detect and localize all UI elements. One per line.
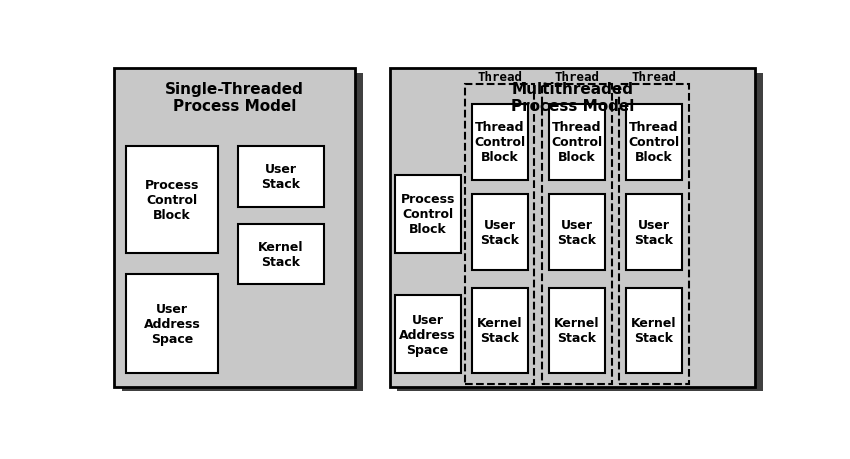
FancyBboxPatch shape bbox=[549, 105, 605, 180]
FancyBboxPatch shape bbox=[238, 225, 324, 285]
Text: User
Stack: User Stack bbox=[480, 218, 519, 246]
Text: Kernel
Stack: Kernel Stack bbox=[258, 241, 303, 269]
Text: Kernel
Stack: Kernel Stack bbox=[554, 317, 600, 345]
FancyBboxPatch shape bbox=[394, 296, 461, 373]
Text: Kernel
Stack: Kernel Stack bbox=[477, 317, 523, 345]
FancyBboxPatch shape bbox=[238, 147, 324, 207]
Text: Thread: Thread bbox=[478, 71, 523, 84]
Text: User
Stack: User Stack bbox=[634, 218, 673, 246]
FancyBboxPatch shape bbox=[549, 195, 605, 271]
Text: Process
Control
Block: Process Control Block bbox=[145, 179, 199, 221]
Text: Multithreaded
Process Model: Multithreaded Process Model bbox=[511, 82, 634, 114]
Text: Thread
Control
Block: Thread Control Block bbox=[628, 121, 679, 164]
Text: Kernel
Stack: Kernel Stack bbox=[632, 317, 677, 345]
Text: Thread
Control
Block: Thread Control Block bbox=[552, 121, 603, 164]
FancyBboxPatch shape bbox=[126, 274, 218, 373]
Text: User
Address
Space: User Address Space bbox=[400, 313, 456, 356]
FancyBboxPatch shape bbox=[472, 288, 528, 373]
FancyBboxPatch shape bbox=[626, 195, 682, 271]
FancyBboxPatch shape bbox=[472, 195, 528, 271]
FancyBboxPatch shape bbox=[122, 73, 362, 392]
Text: Thread: Thread bbox=[555, 71, 600, 84]
Text: Process
Control
Block: Process Control Block bbox=[400, 193, 455, 235]
FancyBboxPatch shape bbox=[394, 175, 461, 253]
Text: User
Stack: User Stack bbox=[558, 218, 597, 246]
Text: Thread: Thread bbox=[632, 71, 677, 84]
Text: Thread
Control
Block: Thread Control Block bbox=[474, 121, 525, 164]
FancyBboxPatch shape bbox=[126, 147, 218, 253]
FancyBboxPatch shape bbox=[398, 73, 763, 392]
FancyBboxPatch shape bbox=[389, 69, 755, 387]
Text: Single-Threaded
Process Model: Single-Threaded Process Model bbox=[165, 82, 304, 114]
Text: User
Address
Space: User Address Space bbox=[144, 302, 201, 345]
FancyBboxPatch shape bbox=[114, 69, 354, 387]
FancyBboxPatch shape bbox=[626, 288, 682, 373]
FancyBboxPatch shape bbox=[549, 288, 605, 373]
FancyBboxPatch shape bbox=[626, 105, 682, 180]
FancyBboxPatch shape bbox=[472, 105, 528, 180]
Text: User
Stack: User Stack bbox=[261, 163, 300, 191]
